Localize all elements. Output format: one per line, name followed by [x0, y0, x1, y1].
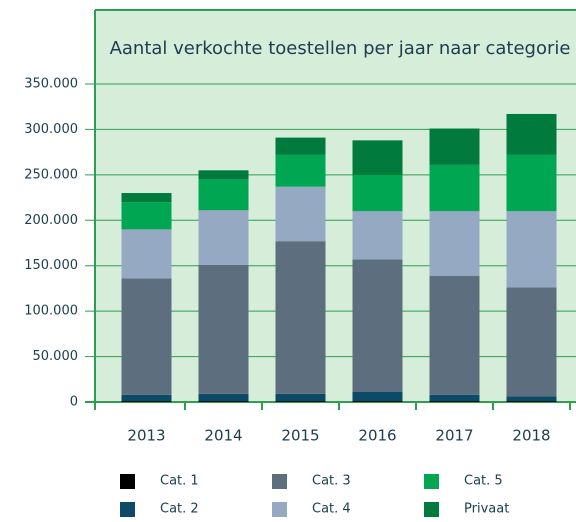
bar-segment: [429, 128, 480, 165]
x-tick-label: 2017: [435, 427, 473, 445]
bar-segment: [275, 401, 326, 402]
y-tick-label: 300.000: [24, 122, 78, 137]
bar-segment: [352, 259, 403, 393]
bar-segment: [121, 394, 172, 402]
bar-segment: [429, 401, 480, 402]
legend-swatch: [424, 474, 439, 489]
bar-segment: [198, 393, 249, 402]
y-tick-label: 350.000: [24, 77, 78, 92]
x-tick-label: 2013: [127, 427, 165, 445]
legend-label: Cat. 5: [464, 474, 503, 489]
bar-segment: [506, 396, 557, 402]
x-tick-label: 2016: [358, 427, 396, 445]
legend-swatch: [424, 502, 439, 517]
bar-segment: [506, 113, 557, 155]
legend-label: Cat. 3: [312, 474, 351, 489]
bar-segment: [506, 154, 557, 212]
x-tick-label: 2015: [281, 427, 319, 445]
plot-background: [95, 10, 576, 402]
bar-segment: [198, 179, 249, 211]
legend-label: Cat. 4: [312, 502, 351, 517]
bar-segment: [429, 394, 480, 402]
bar-segment: [121, 278, 172, 395]
y-tick-label: 250.000: [24, 167, 78, 182]
y-tick-label: 100.000: [24, 304, 78, 319]
bar-segment: [275, 154, 326, 187]
y-tick-label: 50.000: [33, 349, 79, 364]
chart-title: Aantal verkochte toestellen per jaar naa…: [110, 38, 571, 59]
bar-segment: [275, 137, 326, 155]
legend-label: Privaat: [464, 502, 509, 517]
bar-segment: [121, 229, 172, 279]
legend-swatch: [120, 502, 135, 517]
legend-swatch: [120, 474, 135, 489]
bar-segment: [429, 275, 480, 395]
bar-segment: [429, 211, 480, 276]
bar-segment: [275, 186, 326, 242]
y-tick-label: 200.000: [24, 213, 78, 228]
bar-segment: [352, 140, 403, 175]
bar-segment: [121, 202, 172, 230]
bar-segment: [352, 211, 403, 260]
bar-segment: [352, 392, 403, 402]
bar-segment: [121, 193, 172, 203]
legend-label: Cat. 2: [160, 502, 199, 517]
x-tick-label: 2018: [512, 427, 550, 445]
bar-segment: [198, 264, 249, 394]
x-tick-label: 2014: [204, 427, 242, 445]
bar-segment: [506, 287, 557, 397]
bar-segment: [198, 210, 249, 265]
legend-label: Cat. 1: [160, 474, 199, 489]
bar-segment: [506, 211, 557, 288]
bar-segment: [121, 401, 172, 402]
bar-segment: [352, 401, 403, 402]
bar-segment: [198, 401, 249, 402]
bar-segment: [429, 164, 480, 212]
bar-segment: [275, 241, 326, 394]
bar-segment: [506, 401, 557, 402]
bar-segment: [198, 170, 249, 180]
legend-swatch: [272, 502, 287, 517]
y-tick-label: 0: [70, 395, 78, 410]
y-tick-label: 150.000: [24, 258, 78, 273]
legend-swatch: [272, 474, 287, 489]
bar-segment: [275, 393, 326, 402]
bar-segment: [352, 174, 403, 212]
